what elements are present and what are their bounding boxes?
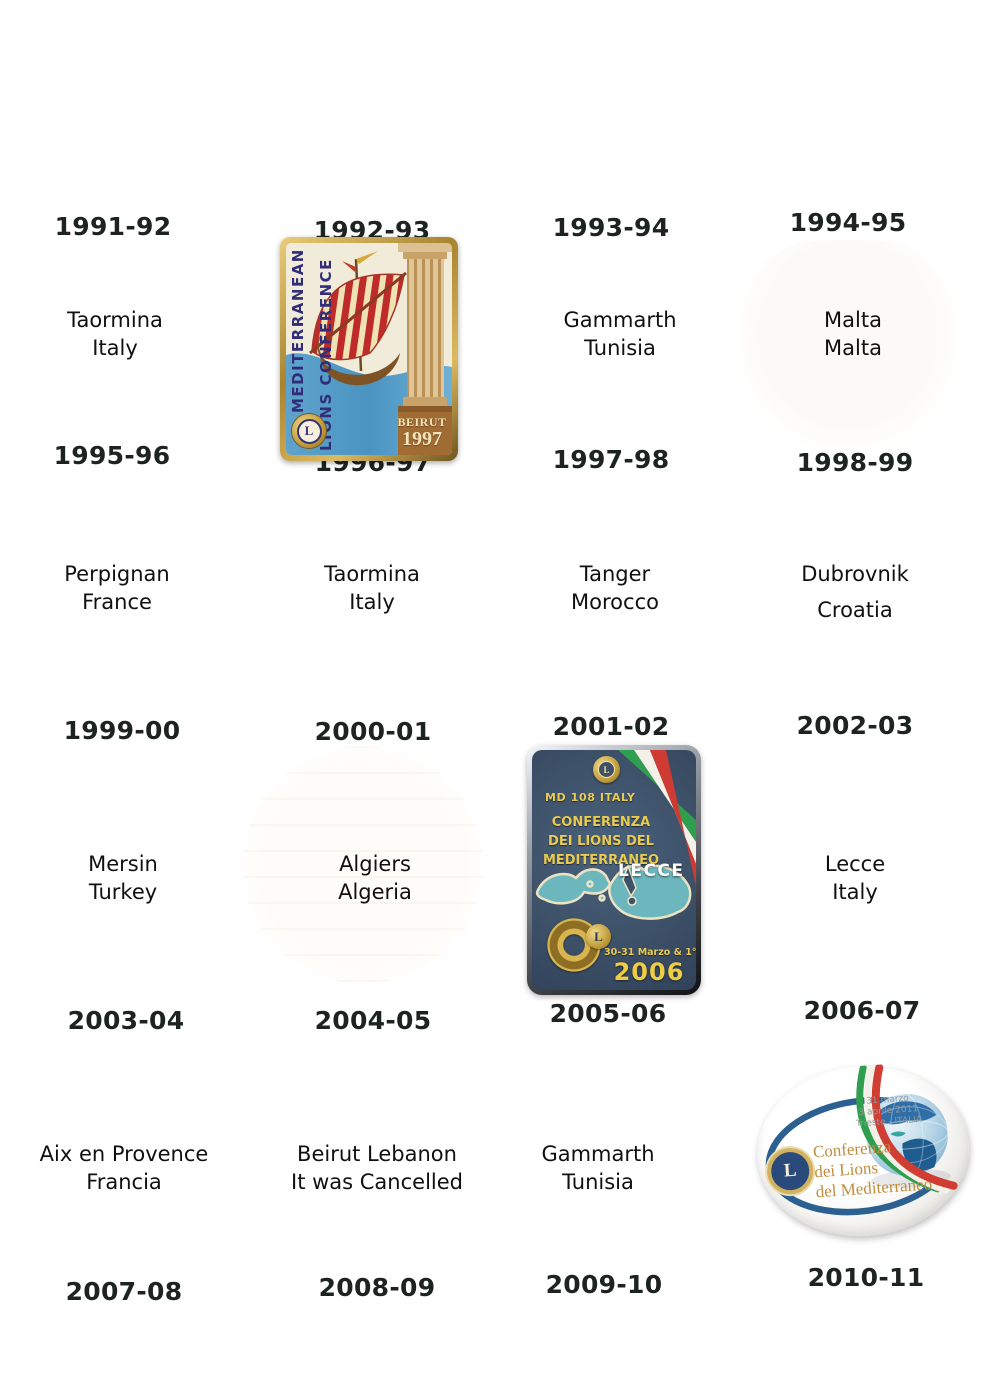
location-cell: Dubrovnik Croatia: [715, 560, 995, 624]
year-label: 1991-92: [54, 212, 172, 241]
location-cell: Tanger Morocco: [475, 560, 755, 616]
year-label: 2001-02: [552, 712, 670, 741]
location-country: France: [82, 590, 152, 614]
pin-lecce-title-line: DEI LIONS DEL: [548, 834, 654, 849]
location-country: Morocco: [571, 590, 659, 614]
location-country: Italy: [832, 880, 878, 904]
year-label: 1995-96: [53, 441, 171, 470]
lions-emblem-letter: L: [598, 761, 615, 778]
location-city: Mersin: [88, 852, 158, 876]
pin-lecce-2006: L MD 108 ITALY CONFERENZA DEI LIONS DEL …: [527, 745, 701, 995]
year-label: 2002-03: [796, 711, 914, 740]
pin-beirut-year: 1997: [402, 428, 442, 450]
lions-emblem-icon: L: [586, 924, 611, 949]
location-country: Croatia: [817, 598, 893, 622]
location-cell: Mersin Turkey: [0, 850, 263, 906]
location-country: Turkey: [88, 880, 158, 904]
year-label: 1998-99: [796, 448, 914, 477]
lions-emblem-icon: L: [593, 756, 620, 783]
year-label: 2009-10: [545, 1270, 663, 1299]
year-label: 1994-95: [789, 208, 907, 237]
year-label: 2004-05: [314, 1006, 432, 1035]
location-city: Dubrovnik: [801, 562, 909, 586]
location-country: Malta: [824, 336, 882, 360]
year-label: 2008-09: [318, 1273, 436, 1302]
location-country: Algeria: [338, 880, 412, 904]
location-city: Malta: [824, 308, 882, 332]
year-label: 2003-04: [67, 1006, 185, 1035]
pin-trieste-2011: 31 marzo 3 aprile 2011 Trieste - ITALIA …: [751, 1058, 975, 1244]
pin-lecce-title-line: CONFERENZA: [551, 815, 651, 830]
location-country: Tunisia: [584, 336, 656, 360]
location-cell: Gammarth Tunisia: [458, 1140, 738, 1196]
location-cell: Aix en Provence Francia: [0, 1140, 264, 1196]
location-cell: Perpignan France: [0, 560, 257, 616]
roman-column-icon: [398, 243, 452, 455]
location-country: Italy: [92, 336, 138, 360]
mediterranean-map-icon: [535, 863, 692, 920]
pin-lecce-title-line: MEDITERRANEO: [542, 853, 660, 868]
location-cell: Taormina Italy: [232, 560, 512, 616]
year-label: 2005-06: [549, 999, 667, 1028]
year-label: 2010-11: [807, 1263, 925, 1292]
location-cell: Algiers Algeria: [235, 850, 515, 906]
year-label: 1993-94: [552, 213, 670, 242]
pin-lecce-face: L MD 108 ITALY CONFERENZA DEI LIONS DEL …: [532, 750, 696, 990]
location-city: Taormina: [67, 308, 163, 332]
location-city: Beirut Lebanon: [297, 1142, 457, 1166]
lions-emblem-letter: L: [296, 418, 322, 444]
location-country: Tunisia: [562, 1170, 634, 1194]
year-label: 2000-01: [314, 717, 432, 746]
pin-beirut-vertical-text: MEDITERRANEAN: [289, 248, 307, 413]
pin-lecce-title: CONFERENZA DEI LIONS DEL MEDITERRANEO: [540, 813, 662, 870]
italian-flag-ribbon-icon: [856, 1063, 958, 1194]
location-country: Francia: [86, 1170, 162, 1194]
pin-lecce-city: LECCE: [618, 861, 685, 881]
location-cell: Beirut Lebanon It was Cancelled: [237, 1140, 517, 1196]
pin-beirut-caption: BEIRUT 1997: [396, 416, 448, 450]
location-city: Taormina: [324, 562, 420, 586]
year-label: 2006-07: [803, 996, 921, 1025]
pin-beirut-face: MEDITERRANEAN LIONS CONFERENCE L BEIRUT …: [286, 243, 452, 455]
location-country: It was Cancelled: [291, 1170, 463, 1194]
location-city: Gammarth: [563, 308, 677, 332]
location-city: Aix en Provence: [39, 1142, 209, 1166]
pin-trieste-dates: 31 marzo 3 aprile 2011 Trieste - ITALIA: [839, 1092, 937, 1132]
pin-trieste-title: Conferenza dei Lions del Mediterraneo: [812, 1134, 932, 1202]
location-cell: Lecce Italy: [715, 850, 995, 906]
location-city: Lecce: [824, 852, 886, 876]
ancient-ship-icon: [309, 251, 407, 386]
ship-and-column-scene: [286, 243, 452, 455]
location-country: Italy: [349, 590, 395, 614]
year-label: 2007-08: [65, 1277, 183, 1306]
location-cell: Taormina Italy: [0, 306, 255, 362]
location-cell: Malta Malta: [713, 306, 993, 362]
pin-beirut-city: BEIRUT: [397, 415, 447, 430]
location-city: Algiers: [339, 852, 411, 876]
lions-emblem-icon: L: [292, 414, 326, 448]
pin-beirut-1997: MEDITERRANEAN LIONS CONFERENCE L BEIRUT …: [280, 237, 458, 461]
pin-lecce-organization: MD 108 ITALY: [545, 791, 636, 804]
location-cell: Gammarth Tunisia: [480, 306, 760, 362]
location-city: Gammarth: [541, 1142, 655, 1166]
pin-lecce-dates: 30-31 Marzo & 1° Aprile: [604, 947, 696, 958]
pin-lecce-year: 2006: [613, 958, 685, 986]
year-label: 1997-98: [552, 445, 670, 474]
location-city: Perpignan: [64, 562, 170, 586]
location-city: Tanger: [579, 562, 651, 586]
year-label: 1999-00: [63, 716, 181, 745]
